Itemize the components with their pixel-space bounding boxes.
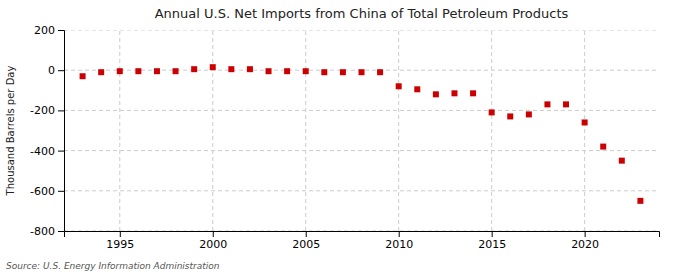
point (600, 144, 606, 150)
tick-mark (58, 110, 64, 111)
grid-line (584, 30, 585, 231)
point (98, 69, 104, 75)
tick-label: 2020 (571, 238, 599, 251)
tick: 0 (48, 64, 64, 77)
tick-label: 2000 (199, 238, 227, 251)
point (210, 64, 216, 70)
point (191, 66, 197, 72)
tick: -800 (30, 225, 64, 238)
grid-line (212, 30, 213, 231)
point (470, 90, 476, 96)
tick: 2005 (292, 231, 320, 251)
grid (64, 30, 659, 231)
point (135, 68, 141, 74)
grid-line (64, 110, 659, 111)
point (117, 68, 123, 74)
tick-mark (492, 231, 493, 237)
point (228, 66, 234, 72)
tick-label: 1995 (106, 238, 134, 251)
tick-mark (585, 231, 586, 237)
tick-mark (58, 151, 64, 152)
tick-label: -400 (30, 145, 55, 158)
point (80, 73, 86, 79)
point (359, 69, 365, 75)
tick: 1995 (106, 231, 134, 251)
point (154, 68, 160, 74)
tick-mark (58, 30, 64, 31)
grid-line (64, 30, 659, 31)
points (80, 64, 644, 204)
grid-line (64, 150, 659, 151)
point (173, 68, 179, 74)
point (507, 113, 513, 119)
tick: 2010 (385, 231, 413, 251)
point (414, 86, 420, 92)
point (284, 68, 290, 74)
tick: 2000 (199, 231, 227, 251)
tick-label: 2010 (385, 238, 413, 251)
grid-line (64, 190, 659, 191)
chart: 199520002005201020152020-800-600-400-200… (0, 0, 675, 275)
tick-label: -600 (30, 185, 55, 198)
grid-line (398, 30, 399, 231)
tick-mark (58, 191, 64, 192)
point (563, 101, 569, 107)
tick-label: -800 (30, 225, 55, 238)
grid-line (119, 30, 120, 231)
tick-mark (306, 231, 307, 237)
tick-label: 2015 (478, 238, 506, 251)
x-axis: 1995 2000 2005 2010 2015 2020 (65, 231, 660, 251)
point (526, 111, 532, 117)
tick: -400 (30, 145, 64, 158)
axis-line (65, 232, 660, 238)
point (489, 109, 495, 115)
tick-label: 2005 (292, 238, 320, 251)
y-axis-title: Thousand Barrels per Day (5, 66, 16, 197)
tick: -600 (30, 185, 64, 198)
point (637, 198, 643, 204)
tick-mark (58, 70, 64, 71)
y-axis: -800 -600 -400 -200 0 200 (30, 24, 64, 238)
point (340, 69, 346, 75)
tick-mark (399, 231, 400, 237)
tick-label: 200 (34, 24, 55, 37)
point (433, 91, 439, 97)
grid-line (305, 30, 306, 231)
annotation: Source: U.S. Energy Information Administ… (6, 261, 220, 271)
tick-label: 0 (48, 64, 55, 77)
point (396, 83, 402, 89)
tick-mark (213, 231, 214, 237)
grid-line (64, 231, 659, 232)
point (247, 66, 253, 72)
tick-label: -200 (30, 104, 55, 117)
grid-line (491, 30, 492, 231)
point (377, 69, 383, 75)
point (582, 119, 588, 125)
point (321, 69, 327, 75)
tick: 200 (34, 24, 64, 37)
point (266, 68, 272, 74)
axis-line (58, 31, 65, 232)
tick-mark (58, 231, 64, 232)
point (619, 158, 625, 164)
title: Annual U.S. Net Imports from China of To… (155, 6, 569, 21)
tick: 2020 (571, 231, 599, 251)
tick: 2015 (478, 231, 506, 251)
point (303, 68, 309, 74)
tick-mark (120, 231, 121, 237)
tick: -200 (30, 104, 64, 117)
point (544, 101, 550, 107)
point (451, 90, 457, 96)
